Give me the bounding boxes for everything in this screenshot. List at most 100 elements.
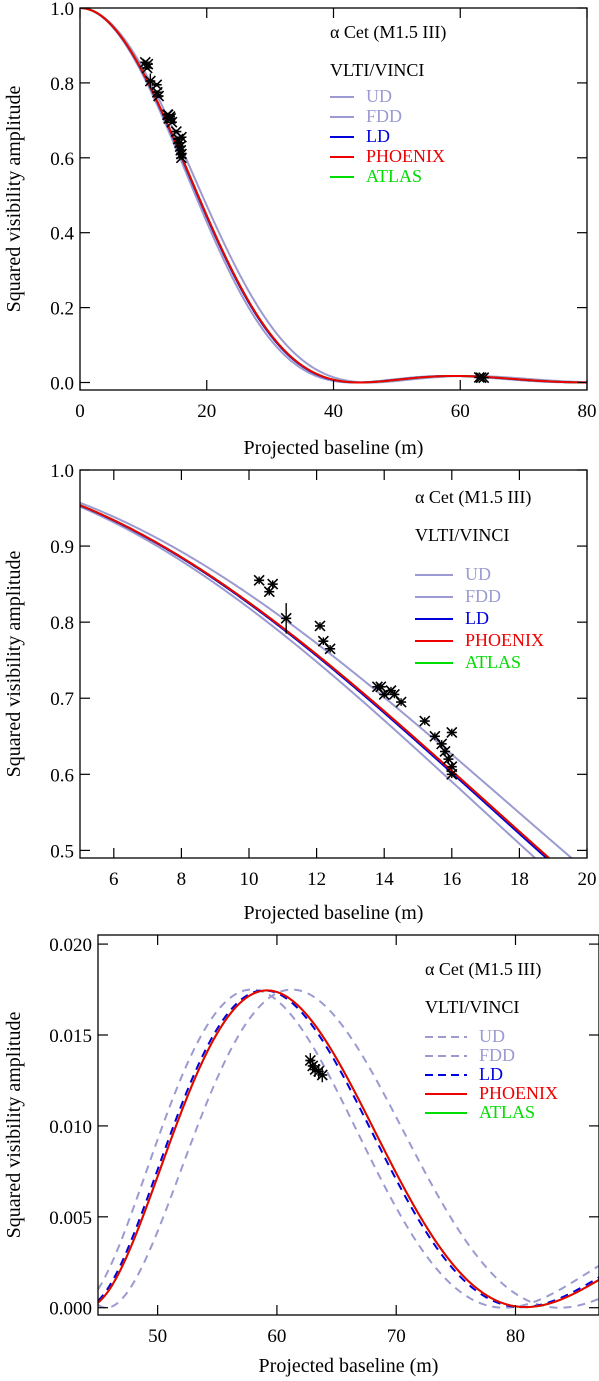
legend-label: FDD — [479, 1045, 515, 1065]
legend-label: FDD — [366, 106, 402, 126]
legend-label: PHOENIX — [465, 630, 544, 650]
model-curves — [98, 988, 599, 1309]
data-point — [253, 574, 265, 586]
data-point — [375, 681, 387, 693]
data-point — [446, 768, 458, 780]
series-atlas-curve — [98, 989, 599, 1309]
data-point — [175, 152, 187, 164]
series-phoenix-curve — [80, 504, 551, 858]
y-tick-label: 0.5 — [50, 841, 74, 862]
plot-frame — [97, 934, 599, 1316]
chart-panel-3: 50 60 70 80 0.000 0.005 0.010 0.015 0.020 Project… — [3, 934, 599, 1377]
x-axis: 6 8 10 12 14 16 18 20 — [109, 470, 597, 890]
y-axis: 0.5 0.6 0.7 0.8 0.9 1.0 — [50, 461, 587, 862]
x-tick-label: 70 — [387, 1326, 406, 1347]
measurements — [304, 1053, 328, 1083]
data-point — [478, 372, 490, 384]
y-axis: 0.000 0.005 0.010 0.015 0.020 — [49, 935, 599, 1320]
annotation-line: VLTI/VINCI — [330, 60, 424, 80]
data-point — [280, 612, 292, 624]
y-tick-label: 0.020 — [49, 935, 92, 956]
data-point — [439, 745, 451, 758]
chart-panel-2: 6 8 10 12 14 16 18 20 0.5 0.6 0.7 0.8 0.9 1.0 Projecte… — [3, 461, 597, 924]
legend-label: ATLAS — [366, 166, 422, 186]
series-ud-curve — [80, 501, 573, 858]
annotation-line: VLTI/VINCI — [415, 525, 509, 545]
legend-label: FDD — [465, 586, 501, 606]
measurements — [139, 56, 490, 384]
data-point — [395, 696, 407, 708]
y-tick-label: 0.4 — [50, 224, 74, 245]
y-axis-title: Squared visibility amplitude — [3, 86, 25, 313]
y-tick-label: 0.2 — [50, 299, 74, 320]
y-tick-label: 0.7 — [50, 689, 74, 710]
x-axis: 0 20 40 60 80 — [75, 8, 597, 422]
measurements — [253, 574, 458, 780]
data-point — [314, 620, 326, 632]
y-axis-title: Squared visibility amplitude — [3, 1012, 25, 1239]
series-fdd-curve — [80, 505, 537, 858]
series-ld-curve — [98, 989, 599, 1309]
data-point — [316, 1069, 328, 1081]
legend-label: LD — [465, 608, 489, 628]
x-tick-label: 40 — [324, 401, 343, 422]
annotation-line: α Cet (M1.5 III) — [415, 487, 531, 508]
x-tick-label: 60 — [451, 401, 470, 422]
data-point — [419, 715, 431, 727]
x-tick-label: 18 — [510, 869, 529, 890]
x-axis-title: Projected baseline (m) — [244, 902, 424, 924]
data-point — [142, 58, 154, 70]
y-tick-label: 0.8 — [50, 613, 74, 634]
y-tick-label: 0.0 — [50, 374, 74, 395]
x-tick-label: 8 — [177, 869, 187, 890]
annotation-line: VLTI/VINCI — [425, 997, 519, 1017]
data-point — [175, 131, 187, 143]
x-tick-label: 50 — [148, 1326, 167, 1347]
data-point — [446, 726, 458, 739]
series-ud-curve — [98, 988, 599, 1309]
series-atlas-curve — [80, 504, 551, 858]
x-tick-label: 14 — [375, 869, 395, 890]
y-axis: 0.0 0.2 0.4 0.6 0.8 1.0 — [50, 0, 587, 395]
legend-label: UD — [465, 564, 491, 584]
y-tick-label: 0.8 — [50, 74, 74, 95]
data-point — [442, 753, 454, 765]
x-tick-label: 6 — [109, 869, 119, 890]
y-axis-title: Squared visibility amplitude — [3, 551, 25, 778]
series-fdd-curve — [98, 988, 599, 1309]
y-tick-label: 0.9 — [50, 537, 74, 558]
annotation-line: α Cet (M1.5 III) — [425, 959, 541, 980]
legend-label: LD — [479, 1064, 503, 1084]
legend-label: LD — [366, 126, 390, 146]
y-tick-label: 0.005 — [49, 1208, 92, 1229]
x-axis-title: Projected baseline (m) — [244, 437, 424, 459]
x-tick-label: 80 — [506, 1326, 525, 1347]
legend-label: ATLAS — [465, 652, 521, 672]
series-phoenix-curve — [98, 989, 599, 1309]
chart-panel-1: 0 20 40 60 80 0.0 0.2 0.4 0.6 0.8 1.0 Projected bas… — [3, 0, 597, 459]
y-tick-label: 1.0 — [50, 461, 74, 482]
x-tick-label: 20 — [578, 869, 597, 890]
data-point — [153, 90, 165, 102]
x-tick-label: 16 — [442, 869, 461, 890]
y-tick-label: 0.6 — [50, 765, 74, 786]
plot-frame — [79, 469, 588, 859]
data-point — [166, 116, 178, 128]
x-axis: 50 60 70 80 — [148, 935, 525, 1347]
legend-label: UD — [366, 86, 392, 106]
y-tick-label: 0.010 — [49, 1117, 92, 1138]
data-point — [267, 578, 279, 590]
y-tick-label: 0.015 — [49, 1026, 92, 1047]
legend-label: PHOENIX — [479, 1083, 558, 1103]
x-tick-label: 0 — [75, 401, 85, 422]
data-point — [324, 643, 336, 655]
y-tick-label: 1.0 — [50, 0, 74, 20]
x-axis-title: Projected baseline (m) — [259, 1355, 439, 1377]
y-tick-label: 0.6 — [50, 149, 74, 170]
annotation-line: α Cet (M1.5 III) — [330, 22, 446, 43]
data-point — [436, 738, 448, 750]
